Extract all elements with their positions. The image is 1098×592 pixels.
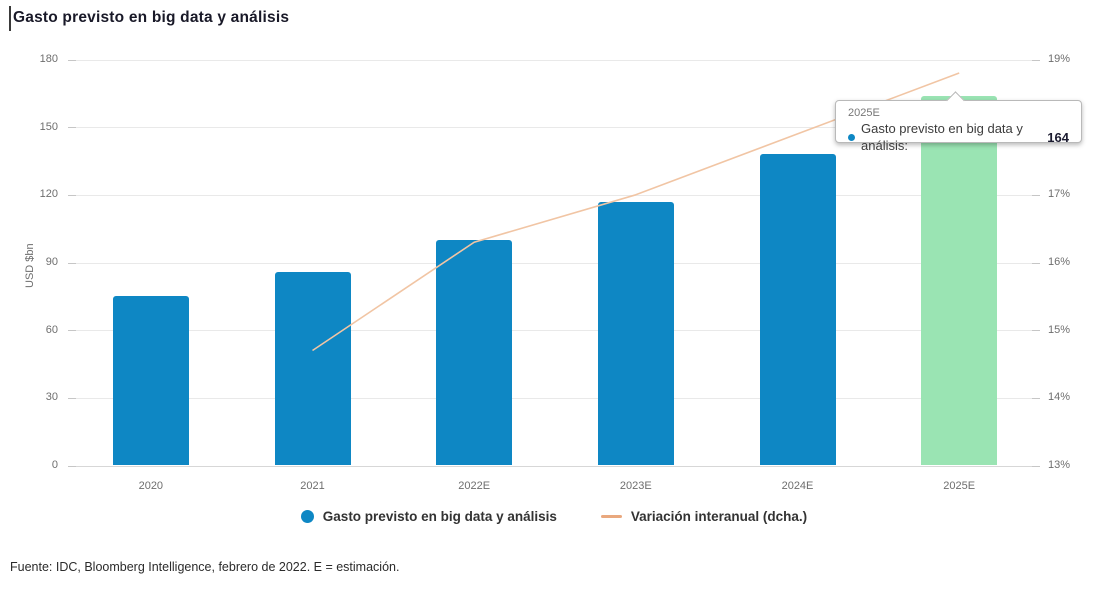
- right-axis-label: 13%: [1048, 459, 1071, 471]
- tooltip-row: Gasto previsto en big data y análisis: 1…: [848, 120, 1069, 154]
- tooltip-value: 164: [1047, 129, 1069, 145]
- x-axis-label: 2025E: [943, 480, 976, 492]
- right-axis-tick: [1032, 194, 1040, 196]
- left-axis-tick: [68, 127, 76, 129]
- x-axis-label: 2022E: [458, 480, 491, 492]
- left-axis-tick: [68, 59, 76, 61]
- right-axis-label: 15%: [1048, 323, 1071, 336]
- right-axis-label: 17%: [1048, 188, 1071, 201]
- left-axis-tick: [68, 262, 76, 264]
- legend: Gasto previsto en big data y análisis Va…: [70, 509, 1038, 524]
- tooltip-category: 2025E: [848, 107, 880, 119]
- left-axis-tick: [68, 330, 76, 332]
- right-axis-tick: [1032, 465, 1040, 467]
- gridline: [70, 330, 1040, 332]
- left-axis-label: 180: [39, 53, 58, 65]
- source-note: Fuente: IDC, Bloomberg Intelligence, feb…: [10, 560, 400, 574]
- bar-2023E[interactable]: [597, 201, 674, 466]
- right-axis-tick: [1032, 59, 1040, 61]
- right-axis-label: 14%: [1048, 391, 1071, 404]
- gridline: [70, 59, 1040, 61]
- x-axis-label: 2021: [300, 480, 325, 492]
- legend-line-icon: [600, 515, 622, 518]
- legend-item-label: Variación interanual (dcha.): [630, 509, 808, 524]
- left-axis-label: 30: [45, 391, 58, 404]
- legend-item-bars[interactable]: Gasto previsto en big data y análisis: [300, 509, 557, 524]
- bar-2022E[interactable]: [436, 239, 513, 466]
- left-axis-label: 0: [51, 459, 58, 471]
- legend-item-label: Gasto previsto en big data y análisis: [322, 509, 557, 524]
- bar-2020[interactable]: [112, 296, 189, 466]
- chart-area: 013%3014%6015%9016%12017%15018%18019%202…: [24, 53, 1082, 492]
- gridline: [70, 397, 1040, 399]
- left-axis-label: 60: [45, 323, 58, 336]
- tooltip: 2025E Gasto previsto en big data y análi…: [835, 91, 1082, 153]
- left-axis-label: 90: [45, 256, 58, 268]
- legend-item-line[interactable]: Variación interanual (dcha.): [600, 509, 808, 524]
- tooltip-bullet-icon: [848, 133, 855, 141]
- left-axis-label: 120: [39, 188, 58, 201]
- left-axis-tick: [68, 194, 76, 196]
- right-axis-label: 16%: [1048, 256, 1071, 268]
- left-axis-tick: [68, 465, 76, 467]
- left-axis-tick: [68, 397, 76, 399]
- chart-title: Gasto previsto en big data y análisis: [13, 9, 290, 26]
- right-axis-tick: [1032, 330, 1040, 332]
- right-axis-tick: [1032, 262, 1040, 264]
- right-axis-label: 19%: [1048, 53, 1071, 65]
- x-axis-label: 2020: [138, 480, 164, 492]
- left-axis-title: USD $bn: [24, 243, 36, 288]
- right-axis-tick: [1032, 397, 1040, 399]
- x-axis-label: 2023E: [619, 480, 652, 492]
- legend-circle-icon: [300, 510, 314, 523]
- bar-2021[interactable]: [274, 271, 351, 466]
- x-axis-label: 2024E: [781, 480, 814, 492]
- gridline: [70, 465, 1040, 467]
- gridline: [70, 262, 1040, 264]
- left-axis-label: 150: [39, 120, 58, 133]
- bar-2024E[interactable]: [759, 154, 836, 466]
- text-cursor: [9, 6, 11, 31]
- gridline: [70, 194, 1040, 196]
- tooltip-label: Gasto previsto en big data y análisis:: [861, 121, 1023, 153]
